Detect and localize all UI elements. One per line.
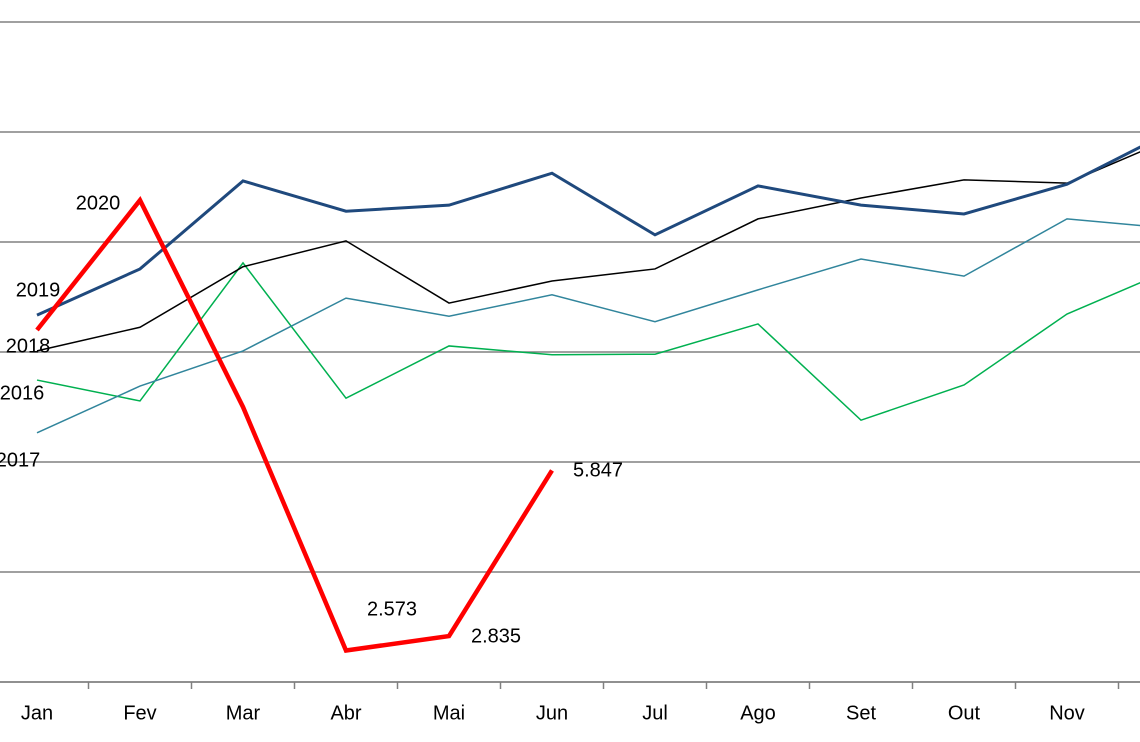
x-tick-label: Jun	[536, 702, 568, 724]
data-label: 2.835	[471, 625, 521, 647]
series-label: 2016	[0, 382, 44, 404]
x-tick-label: Mar	[226, 702, 261, 724]
series-label: 2019	[16, 279, 61, 301]
data-label: 5.847	[573, 459, 623, 481]
x-tick-label: Jan	[21, 702, 53, 724]
x-tick-label: Out	[948, 702, 981, 724]
series-line	[36, 218, 1140, 434]
series-line	[35, 196, 554, 653]
series-line	[36, 151, 1140, 352]
x-tick-label: Ago	[740, 702, 776, 724]
series-label: 2017	[0, 449, 40, 471]
x-tick-label: Jul	[642, 702, 668, 724]
x-tick-label: Abr	[330, 702, 361, 724]
x-tick-label: Set	[846, 702, 876, 724]
x-tick-label: Nov	[1049, 702, 1085, 724]
data-label: 2.573	[367, 598, 417, 620]
x-tick-label: Mai	[433, 702, 465, 724]
series-label: 2020	[76, 192, 121, 214]
series-line	[36, 145, 1140, 317]
x-tick-label: Fev	[123, 702, 156, 724]
series-line	[36, 261, 1140, 422]
series-label: 2018	[6, 335, 51, 357]
